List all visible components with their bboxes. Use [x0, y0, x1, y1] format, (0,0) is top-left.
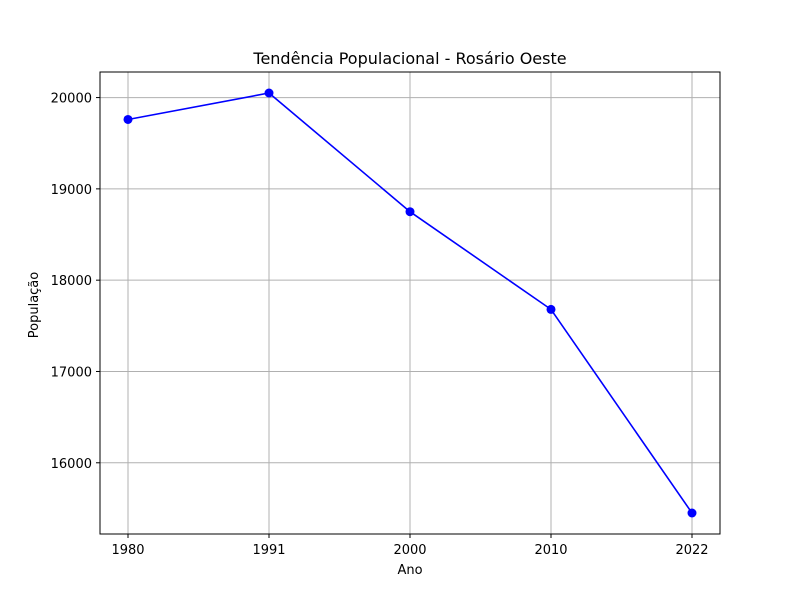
data-point-marker — [405, 207, 415, 217]
x-tick-label: 2000 — [393, 543, 426, 558]
y-tick-label: 17000 — [51, 365, 92, 380]
x-axis-label: Ano — [397, 563, 422, 578]
x-tick-label: 2010 — [534, 543, 567, 558]
x-tick-label: 2022 — [675, 543, 708, 558]
y-tick-label: 20000 — [51, 92, 92, 107]
y-tick-label: 18000 — [51, 274, 92, 289]
data-point-marker — [264, 88, 274, 98]
x-tick-label: 1991 — [252, 543, 285, 558]
tick-layer: 1980 1991 2000 2010 2022 16000 17000 18000 19000… — [51, 92, 709, 558]
y-tick-label: 16000 — [51, 457, 92, 472]
data-point-marker — [546, 304, 556, 314]
y-tick-label: 19000 — [51, 183, 92, 198]
grid — [100, 72, 720, 534]
x-tick-label: 1980 — [111, 543, 144, 558]
series-layer — [123, 88, 697, 518]
data-point-marker — [687, 508, 697, 518]
y-axis-label: População — [27, 272, 42, 339]
chart-title: Tendência Populacional - Rosário Oeste — [252, 49, 566, 68]
data-point-marker — [123, 114, 133, 124]
